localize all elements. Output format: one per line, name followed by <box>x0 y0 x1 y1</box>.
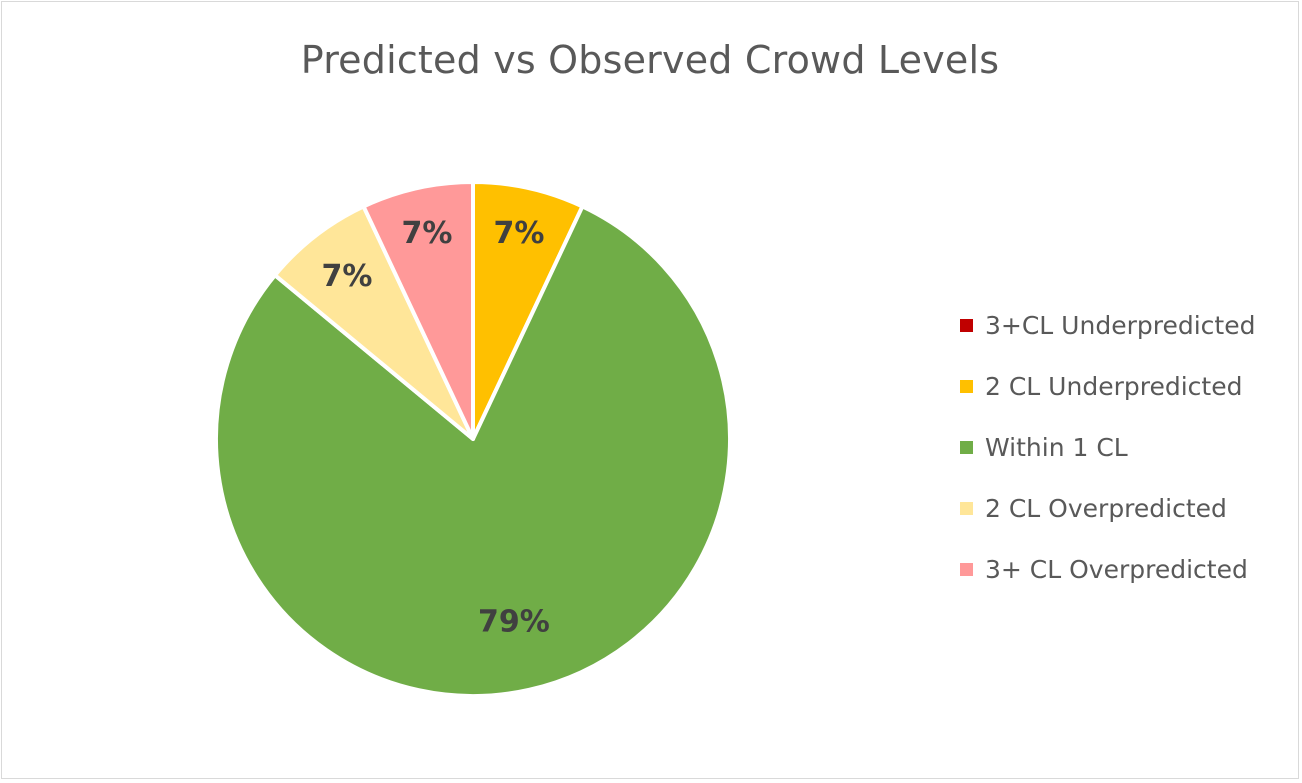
legend-label: 3+CL Underpredicted <box>985 311 1256 340</box>
legend-swatch <box>960 441 973 454</box>
legend-label: 3+ CL Overpredicted <box>985 555 1248 584</box>
legend: 3+CL Underpredicted 2 CL Underpredicted Wi… <box>960 295 1290 600</box>
legend-item-2-cl-overpredicted: 2 CL Overpredicted <box>960 478 1290 539</box>
legend-item-within-1-cl: Within 1 CL <box>960 417 1290 478</box>
pie-slice-within-1-cl <box>214 204 732 698</box>
pie-slice-2-cl-underpredicted <box>471 180 585 441</box>
data-label-2-cl-overpredicted: 7% <box>322 259 373 294</box>
chart-title: Predicted vs Observed Crowd Levels <box>300 38 1000 82</box>
data-label-3plus-cl-overpredicted: 7% <box>402 216 453 251</box>
legend-item-3pluscl-underpredicted: 3+CL Underpredicted <box>960 295 1290 356</box>
pie-slices <box>214 180 732 698</box>
legend-item-2-cl-underpredicted: 2 CL Underpredicted <box>960 356 1290 417</box>
legend-swatch <box>960 563 973 576</box>
legend-swatch <box>960 502 973 515</box>
pie-slice-3plus-cl-overpredicted <box>361 180 475 441</box>
data-label-2-cl-underpredicted: 7% <box>494 216 545 251</box>
legend-item-3plus-cl-overpredicted: 3+ CL Overpredicted <box>960 539 1290 600</box>
pie-slice-2-cl-overpredicted <box>272 204 475 441</box>
legend-swatch <box>960 380 973 393</box>
legend-label: Within 1 CL <box>985 433 1128 462</box>
legend-swatch <box>960 319 973 332</box>
legend-label: 2 CL Underpredicted <box>985 372 1243 401</box>
data-label-within-1-cl: 79% <box>478 605 550 640</box>
pie-data-labels: 7% 79% 7% 7% <box>322 216 550 640</box>
legend-label: 2 CL Overpredicted <box>985 494 1227 523</box>
